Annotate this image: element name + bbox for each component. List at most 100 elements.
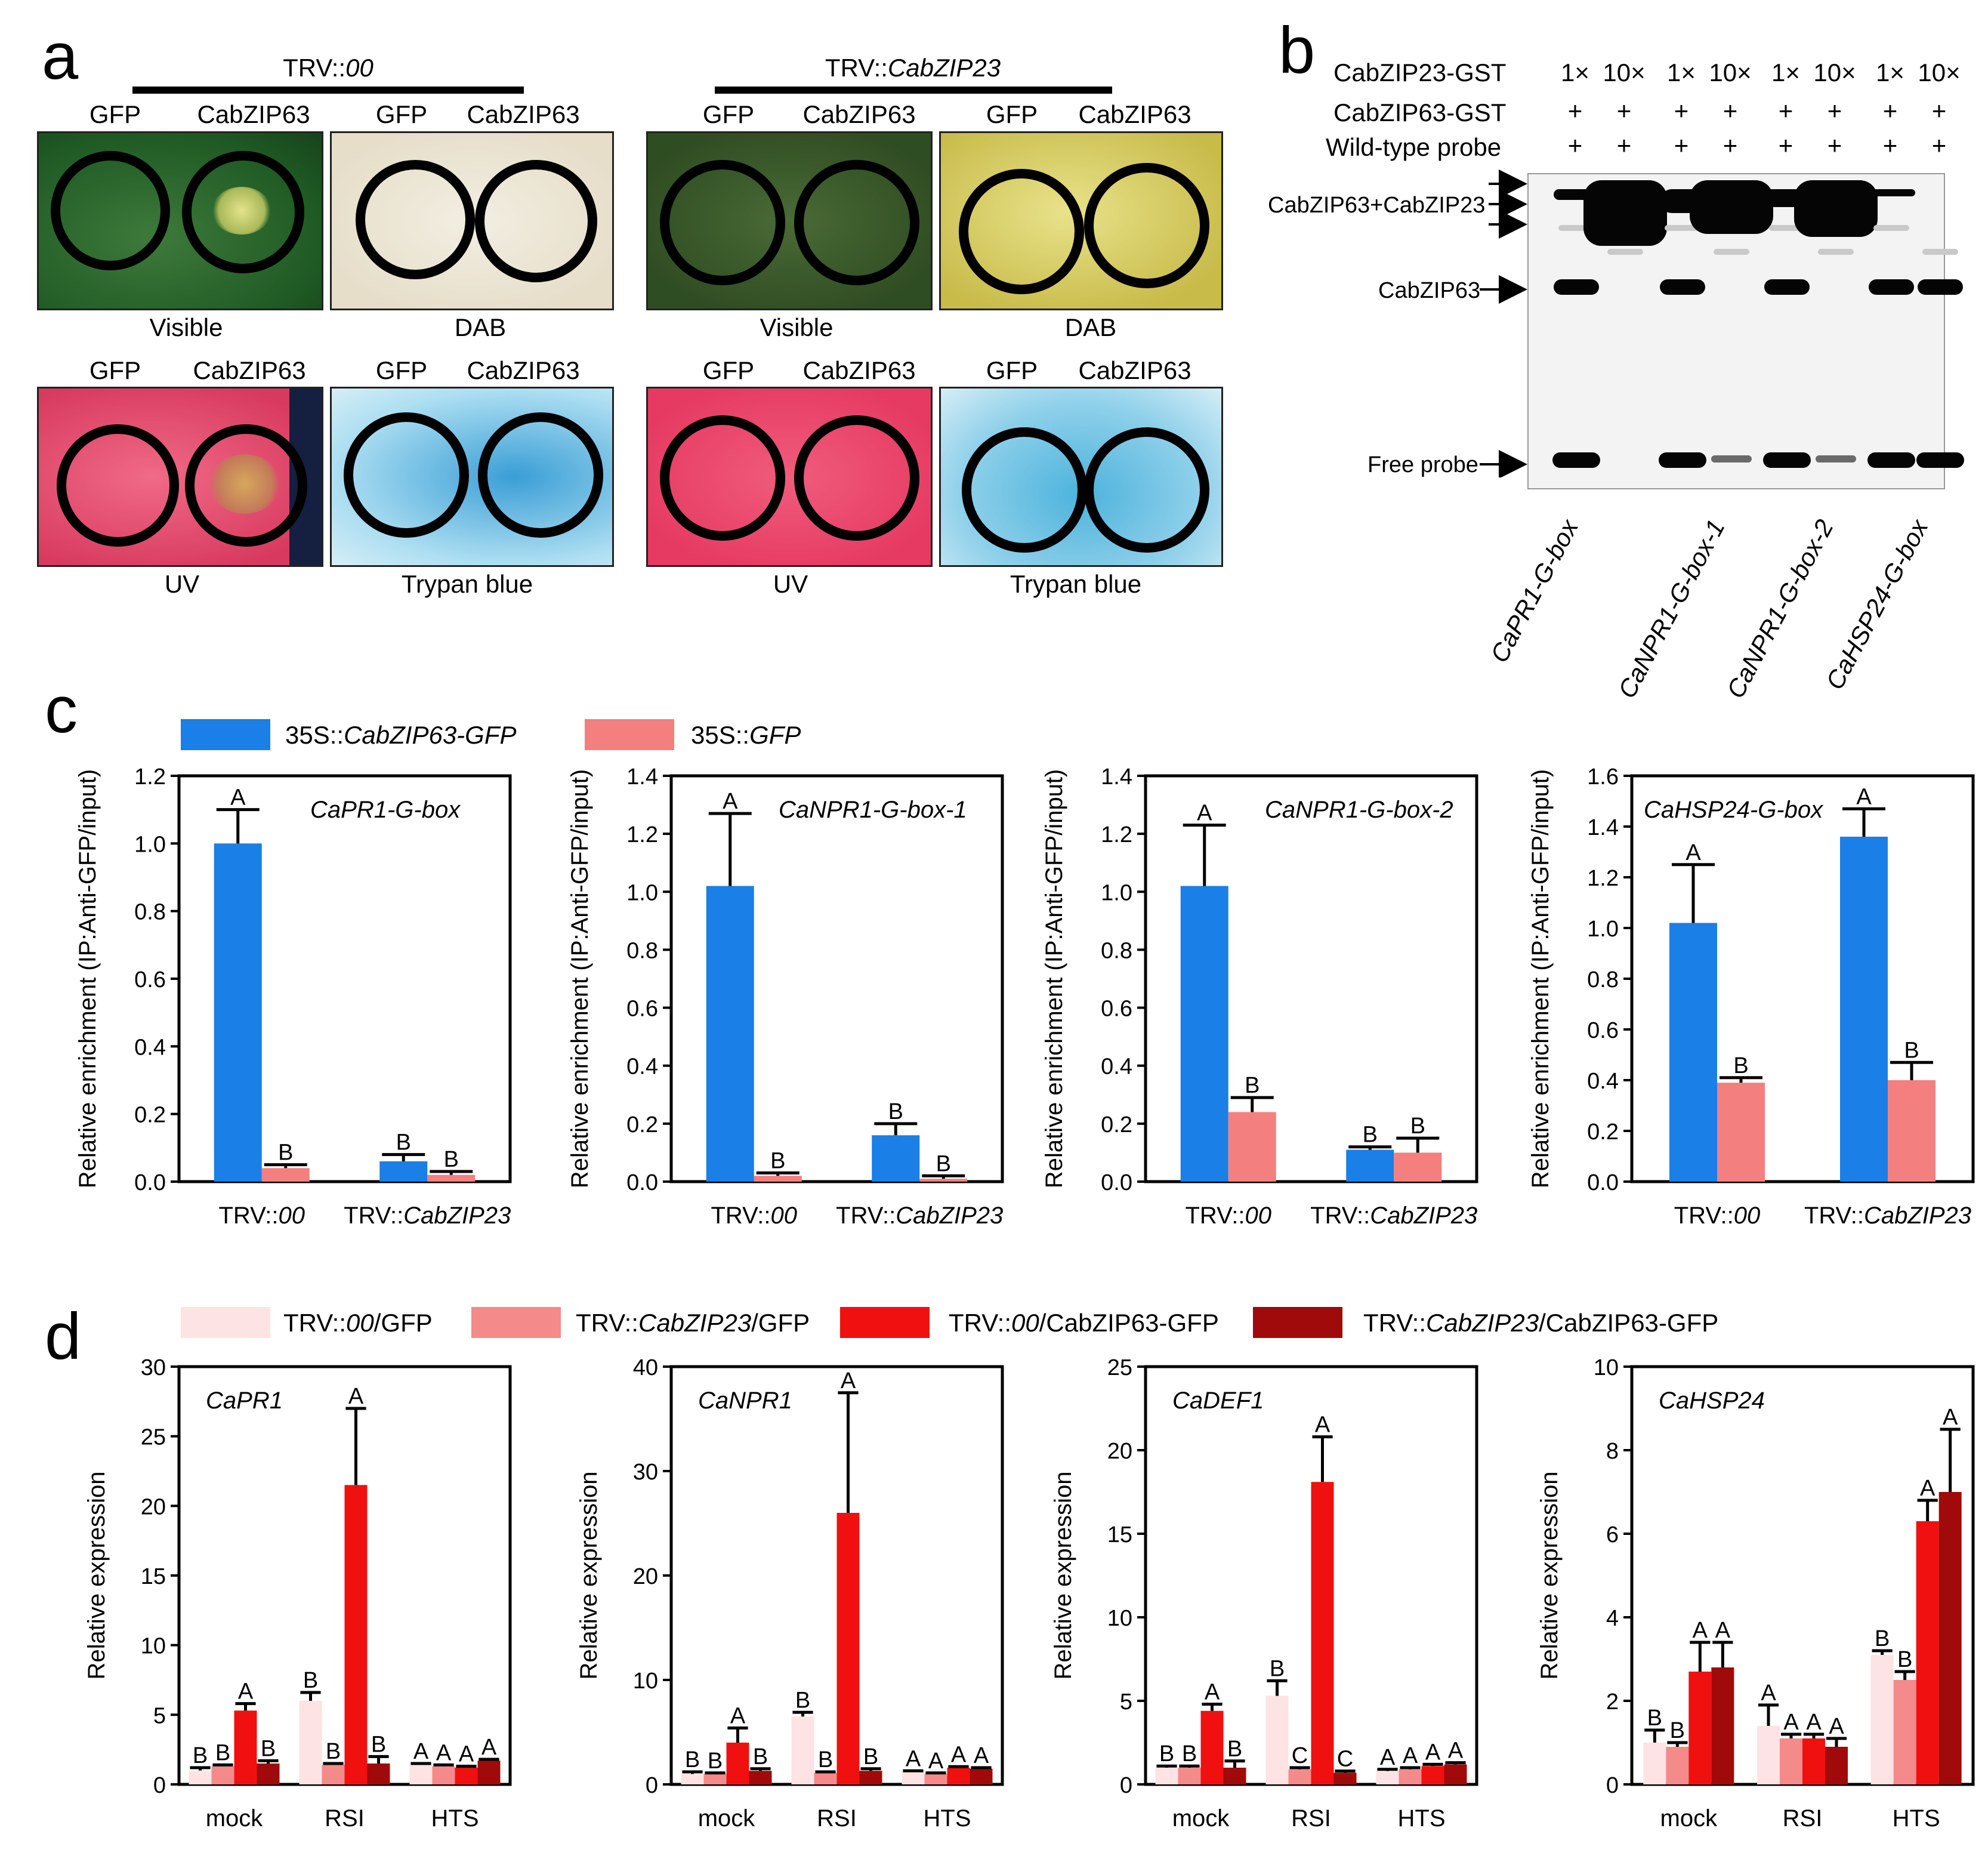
col-label-gfp: GFP <box>702 356 755 384</box>
x-tick-label: TRV::00 <box>218 1203 305 1229</box>
y-axis-label: Relative expression <box>84 1471 110 1679</box>
infiltration-circle <box>478 412 603 538</box>
x-tick-italic: 00 <box>279 1203 305 1229</box>
gel-band-free-probe <box>1552 452 1600 468</box>
legend-prefix: 35S:: <box>285 721 344 749</box>
probe-label: CaNPR1-G-box-2 <box>1721 514 1839 703</box>
significance-letter: A <box>436 1740 452 1765</box>
legend-swatch <box>1253 1307 1342 1338</box>
bar <box>1825 1747 1848 1784</box>
lane-ratio-label: 10× <box>1709 58 1752 87</box>
bar <box>1333 1772 1357 1784</box>
significance-letter: B <box>326 1739 341 1764</box>
x-tick-prefix: TRV:: <box>1310 1203 1370 1229</box>
lane-ratio-label: 1× <box>1667 58 1696 87</box>
gel-band-cabzip63 <box>1918 279 1963 295</box>
significance-letter: B <box>770 1148 785 1173</box>
legend-label-part: TRV:: <box>283 1309 347 1337</box>
y-tick-label: 0 <box>1606 1773 1619 1798</box>
y-tick-label: 4 <box>1606 1606 1619 1631</box>
gel-band-free-probe <box>1763 452 1811 468</box>
y-tick-label: 1.4 <box>626 764 658 790</box>
bar <box>1178 1768 1201 1784</box>
x-tick-prefix: TRV:: <box>711 1203 770 1229</box>
bar <box>1688 1672 1712 1784</box>
y-tick-label: 20 <box>633 1564 658 1589</box>
legend-swatch-cabzip63-gfp <box>181 719 270 750</box>
significance-letter: A <box>730 1704 746 1729</box>
significance-letter: B <box>753 1744 768 1769</box>
gel-smear <box>1714 249 1749 255</box>
group-title-trvcabzip23: TRV::CabZIP23 <box>825 54 1001 82</box>
gel-smear <box>1665 225 1700 231</box>
significance-letter: A <box>1783 1710 1799 1735</box>
y-tick-label: 5 <box>1120 1689 1132 1715</box>
chart-c4: 0.0 0.2 0.4 0.6 0.8 1.0 1.2 1.4 1.6 Relative enri… <box>1527 764 1975 1229</box>
bar <box>859 1771 882 1784</box>
significance-letter: B <box>1159 1741 1174 1766</box>
legend-swatch <box>181 1307 270 1338</box>
y-tick-label: 15 <box>1107 1522 1132 1547</box>
y-tick-label: 25 <box>141 1425 166 1450</box>
group-title-italic: 00 <box>345 54 373 82</box>
gel-band-free-probe-faint <box>1816 455 1856 463</box>
x-tick-prefix: TRV:: <box>1804 1203 1864 1229</box>
significance-letter: B <box>1647 1706 1662 1731</box>
gel-band-cabzip63 <box>1660 279 1705 295</box>
significance-letter: B <box>1897 1647 1912 1672</box>
gel-band-free-probe <box>1867 452 1915 468</box>
significance-letter: B <box>1245 1073 1260 1098</box>
infiltration-circle <box>1084 427 1209 553</box>
y-tick-label: 0.6 <box>1101 997 1132 1022</box>
bar <box>1346 1149 1394 1182</box>
bar <box>1916 1521 1939 1784</box>
x-tick-label: TRV::CabZIP23 <box>836 1203 1003 1229</box>
bar <box>322 1765 345 1784</box>
y-tick-label: 10 <box>141 1634 166 1659</box>
image-label-visible: Visible <box>760 313 834 341</box>
significance-letter: B <box>444 1147 459 1172</box>
significance-letter: A <box>1315 1413 1331 1438</box>
significance-letter: A <box>928 1749 944 1774</box>
band-label-cabzip63: CabZIP63 <box>1378 278 1481 303</box>
lane-ratio-label: 1× <box>1771 58 1800 87</box>
lane-plus-probe: + <box>1722 131 1738 159</box>
bar <box>1757 1726 1780 1784</box>
bar <box>749 1771 772 1784</box>
infiltration-circle <box>356 160 475 279</box>
significance-letter: C <box>1292 1743 1308 1768</box>
gel-band-complex <box>1690 180 1773 234</box>
image-label-trypan: Trypan blue <box>1010 570 1142 598</box>
significance-letter: A <box>1829 1714 1844 1739</box>
gel-band-complex <box>1867 189 1915 196</box>
significance-letter: A <box>1715 1618 1731 1643</box>
significance-letter: B <box>371 1732 386 1757</box>
significance-letter: B <box>936 1151 951 1176</box>
significance-letter: A <box>1403 1743 1418 1768</box>
bar <box>754 1176 802 1182</box>
legend-swatch-gfp <box>585 719 674 750</box>
y-axis-label: Relative expression <box>1050 1471 1076 1679</box>
lane-plus-probe: + <box>1931 131 1947 159</box>
x-tick-prefix: TRV:: <box>344 1203 403 1229</box>
col-label-gfp: GFP <box>375 356 428 384</box>
y-tick-label: 20 <box>1107 1439 1132 1464</box>
significance-letter: A <box>1686 840 1701 865</box>
image-label-trypan: Trypan blue <box>401 570 533 598</box>
y-tick-label: 1.2 <box>626 822 658 847</box>
bar <box>344 1485 368 1784</box>
x-tick-label: HTS <box>431 1805 479 1832</box>
gel-smear <box>1607 249 1643 255</box>
legend-label-part: TRV:: <box>576 1309 639 1337</box>
x-tick-italic: CabZIP23 <box>1370 1203 1477 1229</box>
lane-ratio-label: 10× <box>1918 58 1961 87</box>
lesion <box>212 187 271 235</box>
chart-c1: 0.0 0.2 0.4 0.6 0.8 1.0 1.2 Relative enrichment… <box>75 764 512 1229</box>
bar <box>367 1763 390 1784</box>
legend-label: TRV::CabZIP23/GFP <box>576 1309 810 1337</box>
significance-letter: A <box>841 1368 856 1393</box>
leaf-image-visible-trv00 <box>37 131 323 310</box>
bar <box>726 1743 749 1784</box>
plot-frame <box>1144 774 1478 1183</box>
x-tick-label: HTS <box>924 1805 971 1832</box>
